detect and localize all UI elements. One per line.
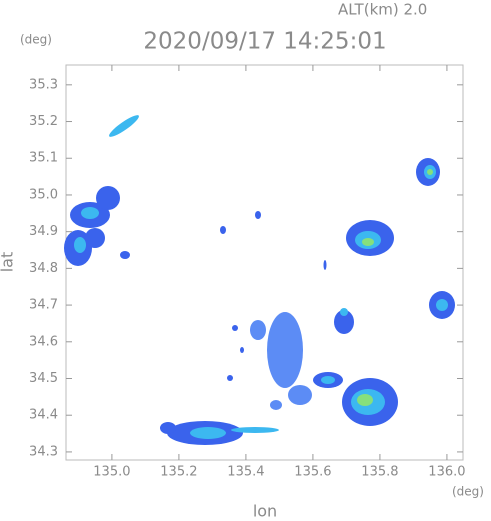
radar-echoes bbox=[64, 115, 455, 445]
x-tick-label: 135.4 bbox=[227, 465, 264, 480]
y-tick-label: 34.4 bbox=[29, 408, 58, 423]
y-tick-label: 34.9 bbox=[29, 224, 58, 239]
y-tick-label: 34.7 bbox=[29, 298, 58, 313]
y-tick-label: 34.6 bbox=[29, 334, 58, 349]
y-tick-label: 34.8 bbox=[29, 261, 58, 276]
plot-frame bbox=[65, 64, 464, 461]
x-unit: (deg) bbox=[452, 485, 484, 499]
x-tick-label: 136.0 bbox=[428, 465, 465, 480]
x-tick-label: 135.8 bbox=[361, 465, 398, 480]
x-label: lon bbox=[253, 502, 277, 521]
x-tick-label: 135.2 bbox=[160, 465, 197, 480]
y-tick-label: 35.0 bbox=[29, 187, 58, 202]
y-tick-label: 35.1 bbox=[29, 151, 58, 166]
y-label: lat bbox=[0, 252, 17, 273]
y-unit: (deg) bbox=[20, 33, 52, 47]
y-tick-label: 34.3 bbox=[29, 444, 58, 459]
altitude-label: ALT(km) 2.0 bbox=[338, 1, 427, 19]
y-tick-label: 34.5 bbox=[29, 371, 58, 386]
x-tick-label: 135.0 bbox=[93, 465, 130, 480]
x-tick-label: 135.6 bbox=[294, 465, 331, 480]
y-tick-label: 35.2 bbox=[29, 114, 58, 129]
y-tick-label: 35.3 bbox=[29, 77, 58, 92]
timestamp: 2020/09/17 14:25:01 bbox=[143, 29, 386, 55]
